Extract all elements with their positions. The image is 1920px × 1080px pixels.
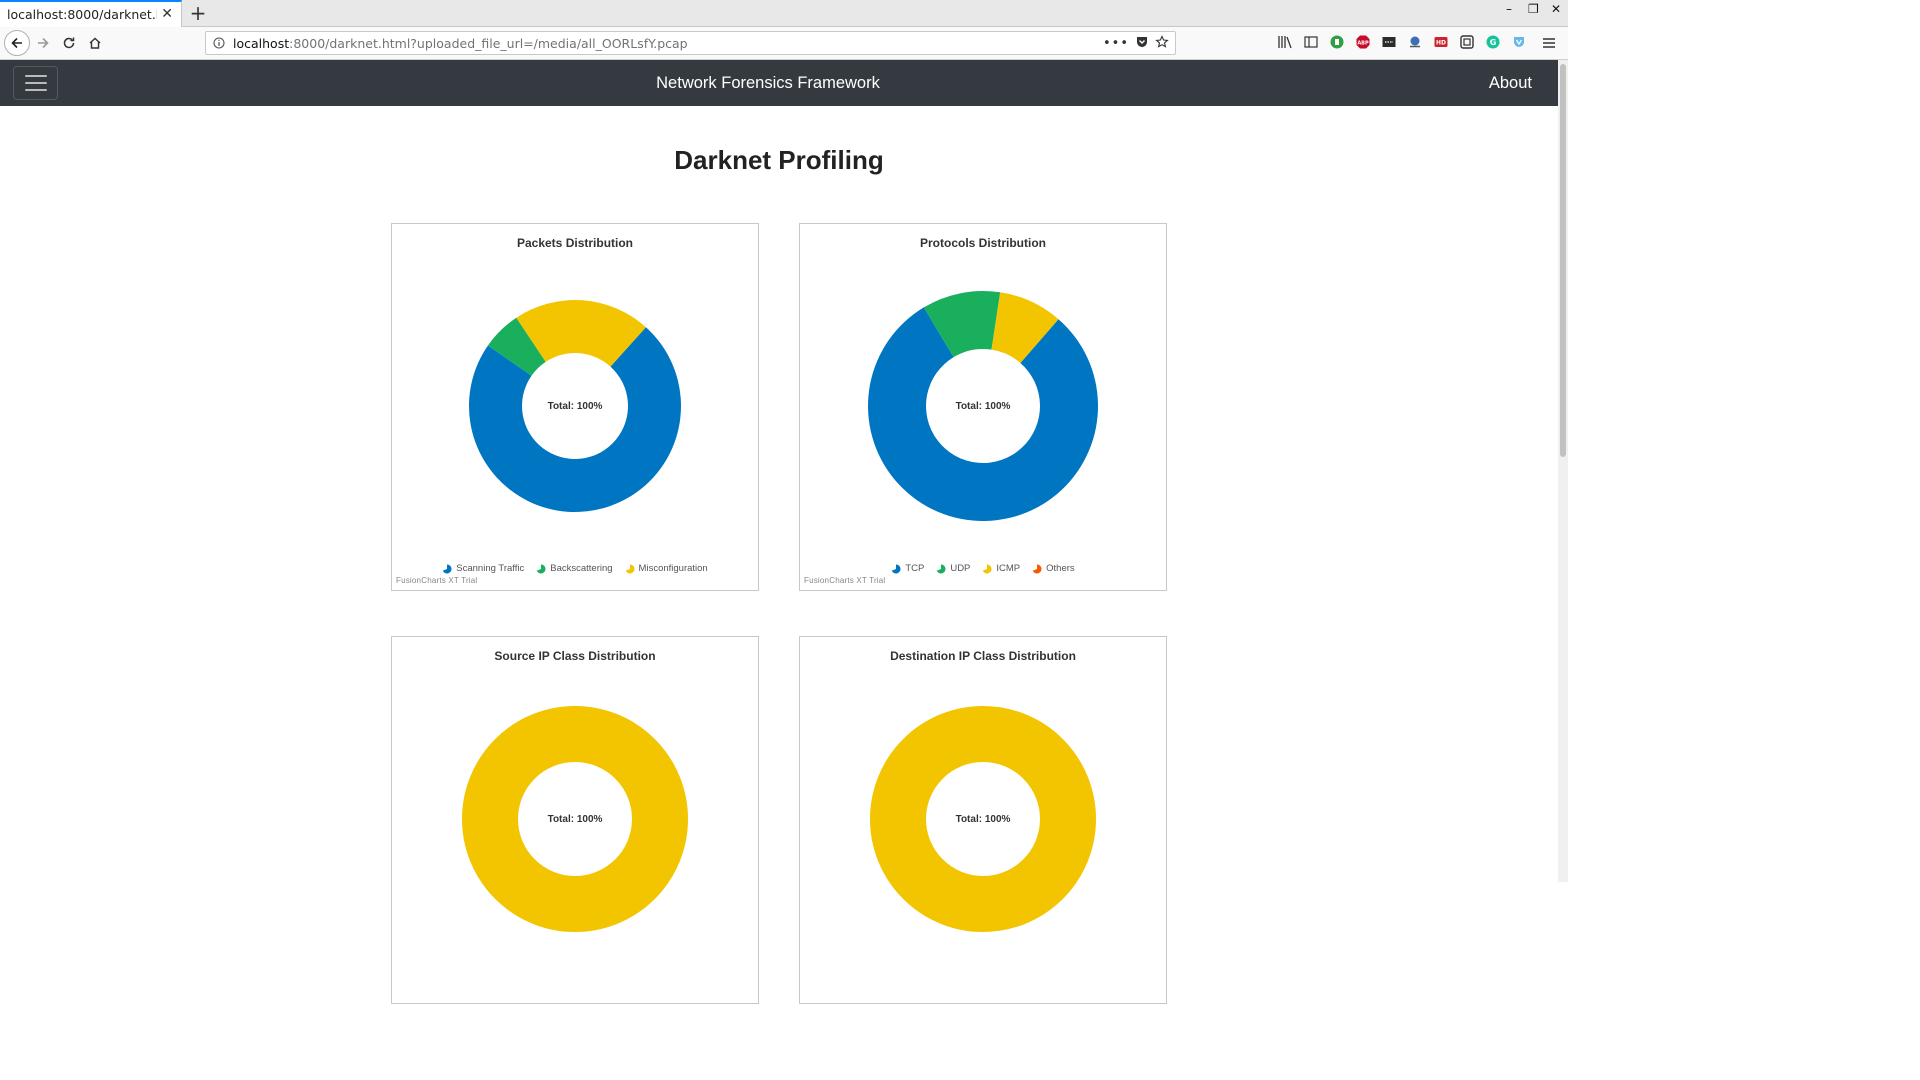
legend-label: ICMP (996, 563, 1021, 574)
legend-item-udp[interactable]: UDP (936, 563, 970, 574)
svg-text:HD: HD (1436, 40, 1446, 47)
tab-title: localhost:8000/darknet.html (7, 7, 157, 22)
legend-item-tcp[interactable]: TCP (891, 563, 924, 574)
library-icon[interactable] (1276, 33, 1294, 51)
navbar-brand[interactable]: Network Forensics Framework (656, 74, 880, 92)
chart-title: Packets Distribution (516, 236, 634, 250)
slice-icmp[interactable] (991, 292, 1059, 363)
donut-chart (469, 300, 681, 512)
forward-arrow-icon[interactable] (31, 31, 55, 55)
destination-ip-class-distribution-chart: Destination IP Class Distribution Total:… (799, 636, 1167, 1004)
reload-icon[interactable] (57, 31, 81, 55)
tab-close-icon[interactable]: ✕ (161, 6, 173, 22)
legend-label: TCP (905, 563, 925, 574)
legend-item-misconfiguration[interactable]: Misconfiguration (625, 563, 708, 574)
slice-backscattering[interactable] (487, 317, 546, 376)
pocket-icon[interactable] (1135, 34, 1149, 53)
page-title: Darknet Profiling (674, 145, 884, 175)
about-link[interactable]: About (1488, 74, 1532, 92)
home-icon[interactable] (83, 31, 107, 55)
hd-extension-icon[interactable]: HD (1432, 33, 1450, 51)
legend-label: Misconfiguration (638, 563, 708, 574)
center-label: Total: 100% (547, 814, 603, 825)
legend-item-scanning-traffic[interactable]: Scanning Traffic (442, 563, 524, 574)
site-navbar: Network Forensics Framework About (0, 60, 1558, 106)
vpn-extension-icon[interactable] (1510, 33, 1528, 51)
site-info-icon[interactable] (208, 32, 230, 54)
window-minimize-icon[interactable]: – (1506, 2, 1512, 16)
hamburger-line (24, 75, 47, 77)
navbar-toggler-button[interactable] (13, 66, 58, 100)
packets-distribution-chart: Packets Distribution Total: 100% Scannin… (391, 223, 759, 591)
pie-legend-icon (937, 564, 946, 573)
new-tab-plus-icon[interactable]: + (189, 1, 207, 25)
donut-chart (868, 291, 1098, 521)
browser-menu-icon[interactable] (1542, 35, 1556, 54)
url-text[interactable]: localhost:8000/darknet.html?uploaded_fil… (233, 36, 688, 51)
dark-extension-icon[interactable] (1380, 33, 1398, 51)
center-label: Total: 100% (955, 401, 1011, 412)
chart-watermark: FusionCharts XT Trial (396, 576, 478, 585)
slice-udp[interactable] (923, 291, 1001, 358)
window-restore-icon[interactable]: ❐ (1528, 2, 1539, 16)
pie-legend-icon (983, 564, 992, 573)
donut-chart (870, 706, 1096, 932)
legend-item-others[interactable]: Others (1032, 563, 1075, 574)
center-label: Total: 100% (547, 401, 603, 412)
green-extension-icon[interactable] (1328, 33, 1346, 51)
protocols-distribution-chart: Protocols Distribution Total: 100% TCP UD… (799, 223, 1167, 591)
scrollbar-thumb[interactable] (1560, 64, 1566, 457)
slice-tcp[interactable] (868, 307, 1098, 521)
hamburger-line (24, 82, 47, 84)
chart-title: Protocols Distribution (920, 236, 1046, 250)
address-bar[interactable]: localhost:8000/darknet.html?uploaded_fil… (205, 31, 1176, 55)
page-scrollbar[interactable] (1558, 60, 1568, 882)
pie-legend-icon (892, 564, 901, 573)
svg-text:ABP: ABP (1357, 40, 1369, 46)
chart-legend: Scanning Traffic Backscattering Misconfigu… (392, 563, 758, 574)
grammarly-icon[interactable]: G (1484, 33, 1502, 51)
chart-title: Destination IP Class Distribution (890, 649, 1076, 663)
url-path: :8000/darknet.html?uploaded_file_url=/me… (289, 35, 688, 51)
bookmark-star-icon[interactable] (1155, 34, 1169, 53)
globe-extension-icon[interactable] (1406, 33, 1424, 51)
pie-legend-icon (625, 564, 635, 573)
browser-tab-bar: localhost:8000/darknet.html ✕ + – ❐ ✕ (0, 0, 1568, 27)
hamburger-line (24, 89, 47, 91)
screenshot-extension-icon[interactable] (1458, 33, 1476, 51)
legend-item-backscattering[interactable]: Backscattering (536, 563, 613, 574)
center-label: Total: 100% (955, 814, 1011, 825)
slice-class-c[interactable] (870, 706, 1096, 932)
pie-legend-icon (1032, 564, 1042, 573)
chart-legend: TCP UDP ICMP Others (800, 563, 1166, 574)
pie-legend-icon (537, 564, 546, 573)
window-close-icon[interactable]: ✕ (1551, 2, 1562, 16)
slice-class-c[interactable] (462, 706, 688, 932)
adblock-plus-icon[interactable]: ABP (1354, 33, 1372, 51)
chart-watermark: FusionCharts XT Trial (804, 576, 886, 585)
browser-tab[interactable]: localhost:8000/darknet.html ✕ (0, 0, 182, 27)
sidebar-toggle-icon[interactable] (1302, 33, 1320, 51)
legend-label: UDP (950, 563, 971, 574)
legend-label: Others (1046, 563, 1075, 574)
legend-label: Backscattering (550, 563, 613, 574)
legend-item-icmp[interactable]: ICMP (982, 563, 1020, 574)
pie-legend-icon (443, 564, 452, 573)
chart-title: Source IP Class Distribution (494, 649, 656, 663)
legend-label: Scanning Traffic (456, 563, 525, 574)
browser-toolbar: localhost:8000/darknet.html?uploaded_fil… (0, 27, 1568, 60)
donut-chart (462, 706, 688, 932)
source-ip-class-distribution-chart: Source IP Class Distribution Total: 100% (391, 636, 759, 1004)
url-host: localhost (233, 35, 290, 51)
svg-text:G: G (1490, 38, 1497, 47)
slice-misconfiguration[interactable] (516, 300, 646, 367)
page-actions-icon[interactable]: ••• (1102, 36, 1129, 51)
slice-scanning-traffic[interactable] (469, 327, 681, 512)
back-arrow-icon[interactable] (4, 30, 30, 56)
